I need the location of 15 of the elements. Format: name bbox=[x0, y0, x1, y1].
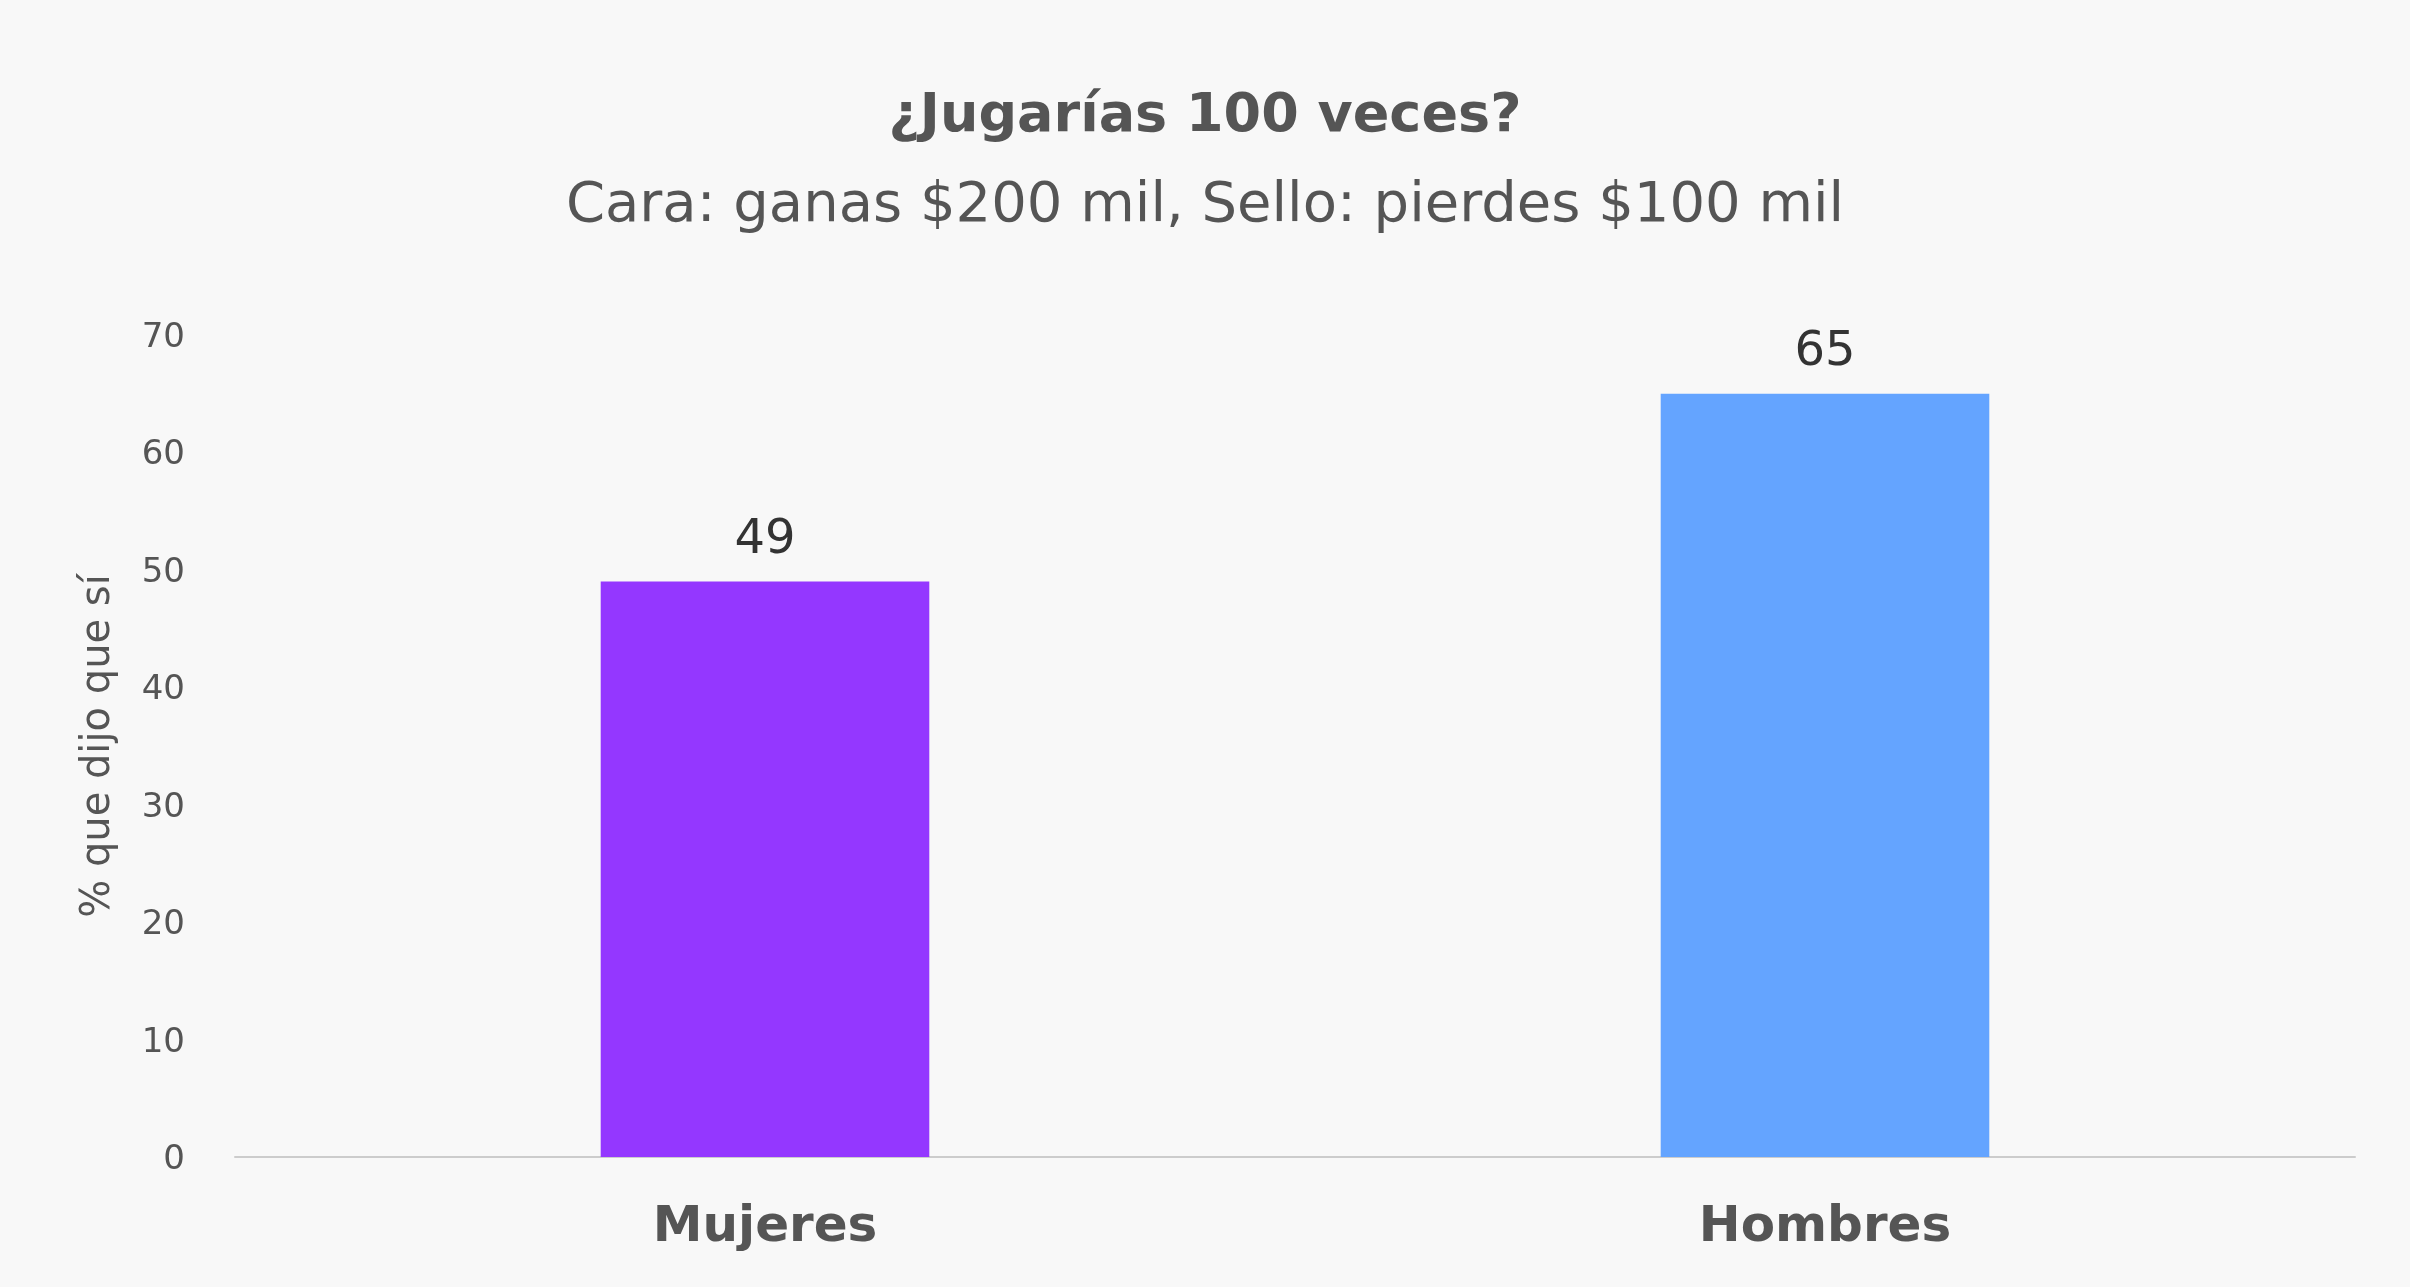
x-tick-label: Mujeres bbox=[652, 1195, 878, 1253]
data-label: 49 bbox=[734, 507, 796, 564]
chart-title: ¿Jugarías 100 veces? bbox=[888, 80, 1522, 144]
y-tick-label: 20 bbox=[141, 902, 185, 943]
y-axis-title: % que dijo que sí bbox=[72, 572, 118, 918]
y-tick-label: 70 bbox=[141, 315, 185, 355]
chart-subtitle: Cara: ganas $200 mil, Sello: pierdes $100 mil bbox=[565, 168, 1845, 234]
y-tick-label: 60 bbox=[141, 432, 185, 473]
x-tick-label: Hombres bbox=[1698, 1195, 1952, 1253]
y-tick-label: 0 bbox=[163, 1137, 185, 1177]
y-tick-label: 10 bbox=[141, 1019, 185, 1060]
y-tick-label: 50 bbox=[141, 549, 185, 590]
data-label: 65 bbox=[1794, 319, 1856, 376]
y-tick-label: 40 bbox=[141, 667, 185, 708]
y-tick-label: 30 bbox=[141, 784, 185, 825]
